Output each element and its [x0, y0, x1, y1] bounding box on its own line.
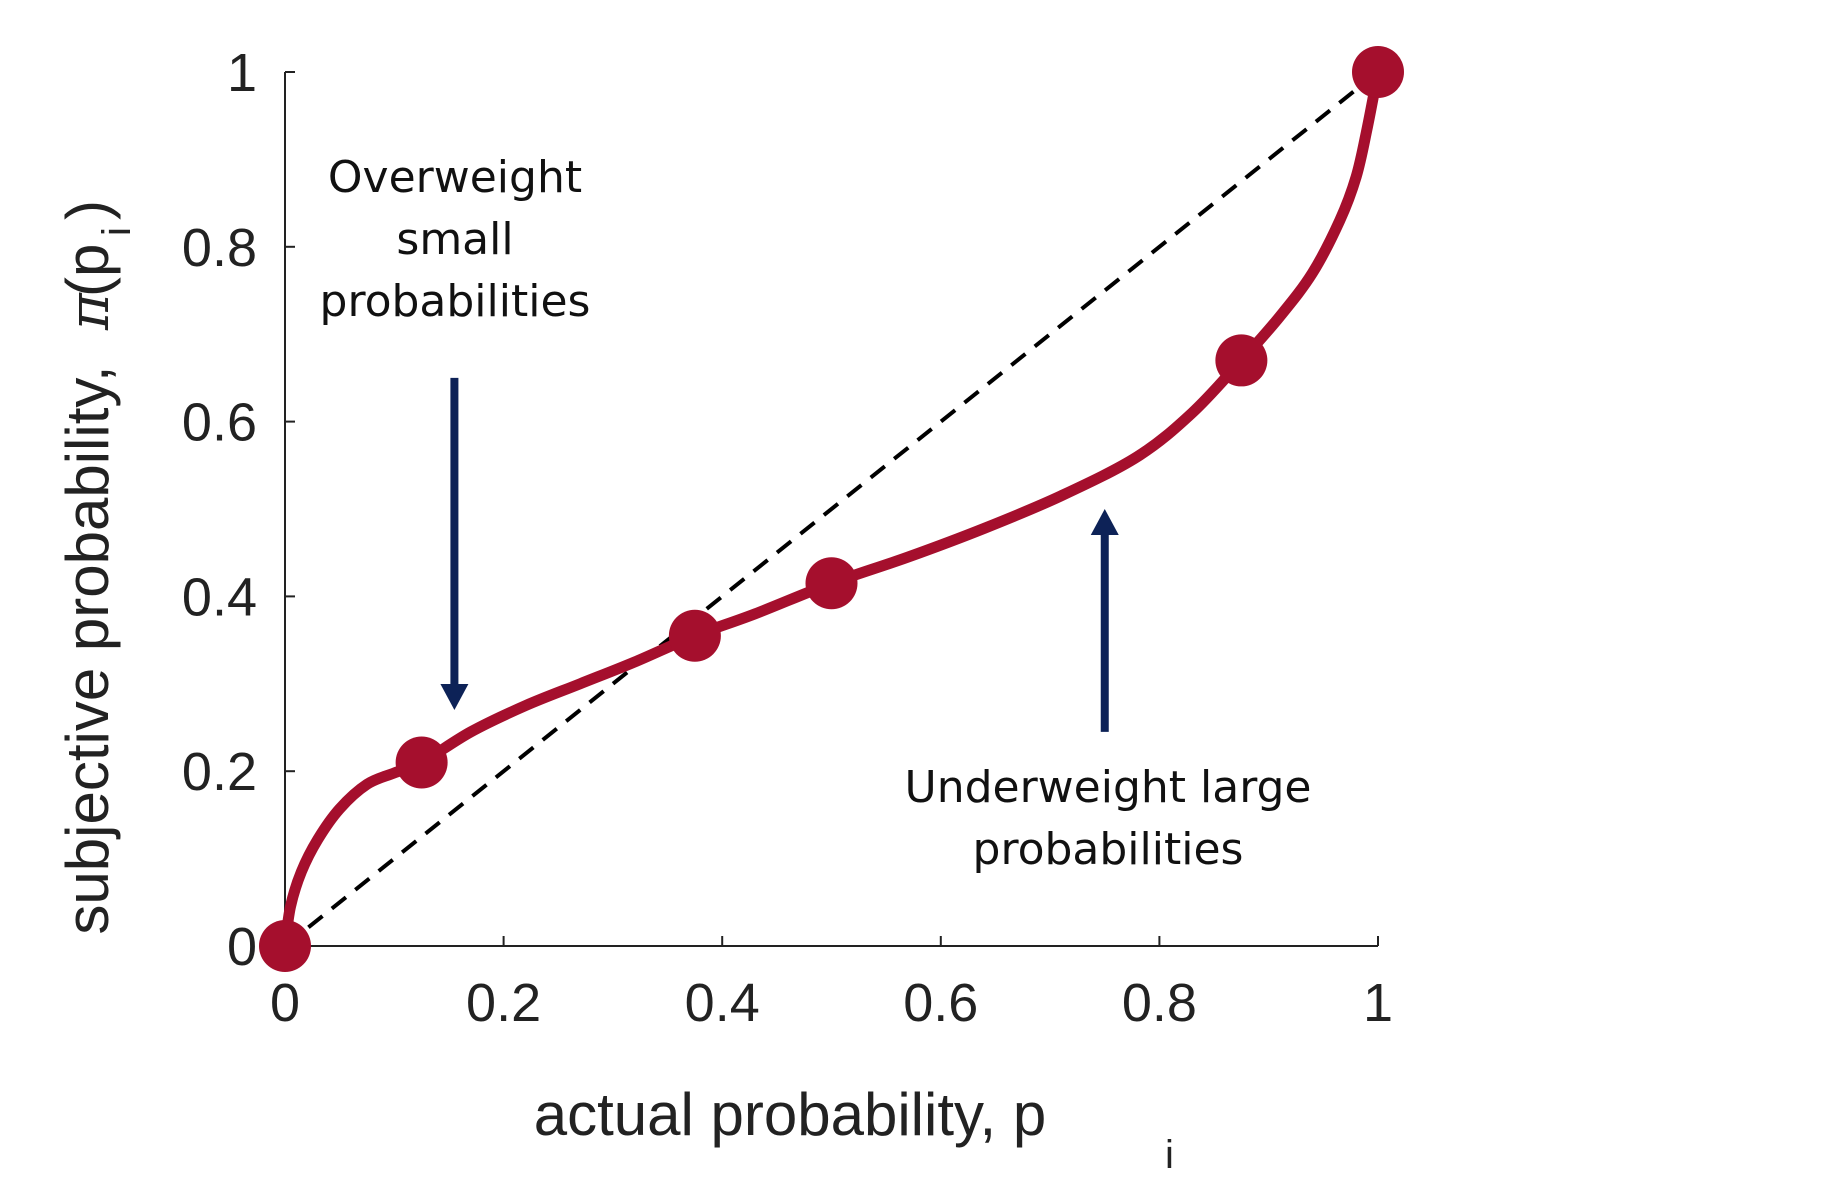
annotation-text-line: Overweight — [328, 152, 582, 203]
weighting-curve-point — [1352, 46, 1404, 98]
y-axis-title-arg: (p — [54, 244, 121, 297]
annotation-arrow-head — [1090, 509, 1119, 535]
x-axis: 0 0.2 0.4 0.6 0.8 1 — [270, 936, 1393, 1033]
annotation-underweight: Underweight large probabilities — [904, 509, 1312, 875]
y-axis-title: subjective probability, π (p i ) — [54, 200, 139, 935]
y-tick-label: 1 — [227, 43, 257, 103]
y-tick-label: 0.8 — [182, 218, 257, 278]
annotation-text-line: small — [396, 214, 513, 265]
x-tick-label: 0.8 — [1122, 973, 1197, 1033]
x-axis-title-main: actual probability, p — [534, 1081, 1047, 1148]
y-tick-label: 0 — [227, 917, 257, 977]
x-tick-label: 0.2 — [466, 973, 541, 1033]
weighting-curve-point — [805, 557, 858, 610]
weighting-curve-line — [279, 66, 1384, 952]
weighting-curve-point — [259, 920, 311, 972]
annotation-layer: OverweightsmallprobabilitiesUnderweight … — [320, 152, 1312, 875]
weighting-curve-point — [668, 609, 721, 662]
x-ticks: 0 0.2 0.4 0.6 0.8 1 — [270, 936, 1393, 1033]
x-tick-label: 0.4 — [685, 973, 760, 1033]
weighting-curve-point — [1215, 334, 1268, 387]
identity-dashed-line — [283, 70, 1380, 948]
y-ticks: 0 0.2 0.4 0.6 0.8 1 — [182, 43, 295, 977]
x-axis-title: actual probability, p — [534, 1081, 1047, 1148]
annotation-text-line: Underweight large — [904, 762, 1311, 813]
annotation-text-line: probabilities — [320, 276, 591, 327]
series-layer — [259, 46, 1404, 972]
y-axis-title-main: subjective probability, — [54, 365, 121, 934]
annotation-overweight: Overweight small probabilities — [320, 152, 591, 711]
y-tick-label: 0.2 — [182, 742, 257, 802]
weighting-curve-point — [395, 736, 448, 789]
y-axis-title-pi: π — [57, 292, 122, 331]
annotation-arrow-head — [440, 684, 469, 711]
x-tick-label: 0 — [270, 973, 300, 1033]
y-tick-label: 0.4 — [182, 567, 257, 627]
x-tick-label: 0.6 — [903, 973, 978, 1033]
x-tick-label: 1 — [1363, 973, 1393, 1033]
y-axis-title-close: ) — [54, 200, 121, 220]
annotation-text-line: probabilities — [973, 824, 1244, 875]
y-tick-label: 0.6 — [182, 393, 257, 453]
y-axis: 0 0.2 0.4 0.6 0.8 1 — [182, 43, 295, 977]
x-axis-title-subscript: i — [1165, 1133, 1174, 1177]
y-axis-title-subscript: i — [95, 227, 139, 236]
